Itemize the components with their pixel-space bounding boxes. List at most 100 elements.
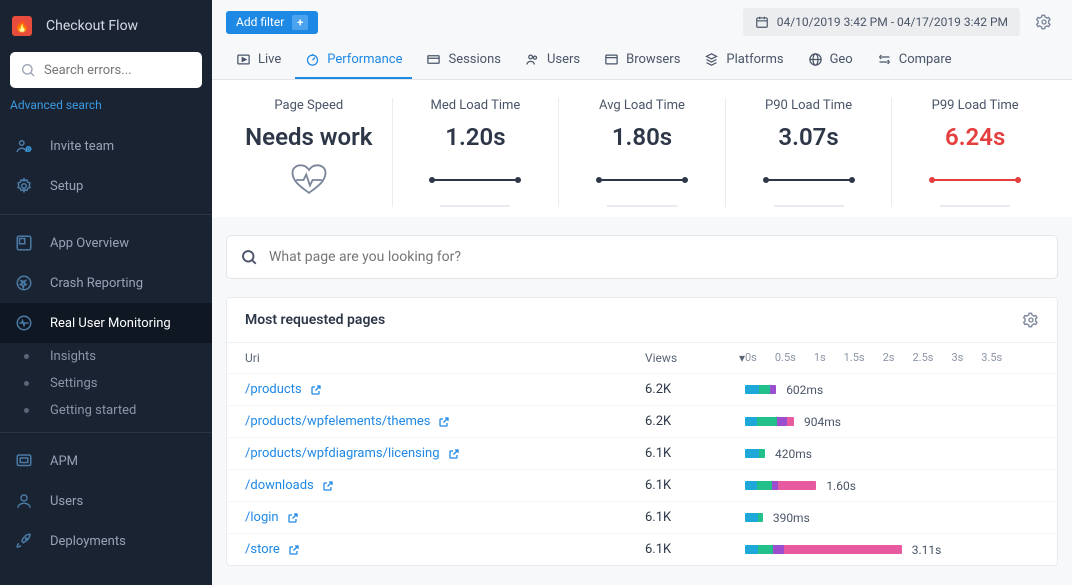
- metric-avg-load-time: Avg Load Time1.80s: [559, 98, 726, 207]
- sidebar: 🔥 Checkout Flow Advanced search Invite t…: [0, 0, 212, 585]
- compare-icon: [877, 52, 892, 67]
- table-row: /products/wpfelements/themes6.2K 904ms: [227, 405, 1057, 437]
- add-filter-button[interactable]: Add filter +: [226, 11, 318, 34]
- tab-users[interactable]: Users: [515, 44, 590, 79]
- sidebar-item-invite-team[interactable]: Invite team: [0, 126, 212, 166]
- tab-performance[interactable]: Performance: [295, 44, 412, 79]
- table-columns: Uri Views ▾ 0s0.5s1s1.5s2s2.5s3s3.5s: [227, 342, 1057, 373]
- table-header: Most requested pages: [227, 298, 1057, 342]
- advanced-search-link[interactable]: Advanced search: [0, 92, 212, 126]
- row-views: 6.1K: [645, 446, 745, 461]
- col-axis: 0s0.5s1s1.5s2s2.5s3s3.5s: [745, 351, 1039, 365]
- external-link-icon: [288, 544, 300, 556]
- sidebar-item-label: Real User Monitoring: [50, 316, 171, 331]
- tab-live[interactable]: Live: [226, 44, 291, 79]
- row-time: 390ms: [773, 511, 810, 525]
- sparkline: [407, 165, 545, 195]
- rocket-icon: [14, 531, 34, 551]
- row-uri-link[interactable]: /products: [245, 382, 645, 397]
- row-time: 1.60s: [826, 479, 856, 493]
- topbar: Add filter + 04/10/2019 3:42 PM - 04/17/…: [212, 0, 1072, 36]
- sparkline: [906, 165, 1044, 195]
- table-row: /products6.2K602ms: [227, 373, 1057, 405]
- apm-icon: [14, 451, 34, 471]
- metric-med-load-time: Med Load Time 1.20s: [393, 98, 560, 207]
- row-uri-link[interactable]: /downloads: [245, 478, 645, 493]
- table-row: /products/wpfdiagrams/licensing6.1K 420ms: [227, 437, 1057, 469]
- search-icon: [240, 248, 258, 266]
- plus-icon: +: [292, 15, 308, 30]
- main-content: Add filter + 04/10/2019 3:42 PM - 04/17/…: [212, 0, 1072, 585]
- table-settings-button[interactable]: [1023, 312, 1039, 328]
- tab-compare[interactable]: Compare: [867, 44, 962, 79]
- external-link-icon: [287, 512, 299, 524]
- row-time: 3.11s: [912, 543, 942, 557]
- sidebar-item-label: Crash Reporting: [50, 276, 143, 291]
- metric-p90-load-time: P90 Load Time3.07s: [726, 98, 893, 207]
- metric-label: Med Load Time: [407, 98, 545, 113]
- metric-value: Needs work: [240, 123, 378, 151]
- invite-team-icon: [14, 136, 34, 156]
- gear-icon: [14, 176, 34, 196]
- sidebar-item-setup[interactable]: Setup: [0, 166, 212, 206]
- row-uri-link[interactable]: /login: [245, 510, 645, 525]
- tabs: LivePerformanceSessionsUsersBrowsersPlat…: [212, 36, 1072, 80]
- sidebar-sub-insights[interactable]: Insights: [0, 343, 212, 370]
- col-views[interactable]: Views ▾: [645, 351, 745, 365]
- sidebar-item-label: Deployments: [50, 534, 126, 549]
- row-uri-link[interactable]: /store: [245, 542, 645, 557]
- external-link-icon: [438, 416, 450, 428]
- row-timing-bar: 420ms: [745, 447, 1039, 461]
- row-timing-bar: 602ms: [745, 383, 1039, 397]
- search-container: [10, 52, 202, 88]
- row-time: 420ms: [775, 447, 812, 461]
- row-uri-link[interactable]: /products/wpfelements/themes: [245, 414, 645, 429]
- app-header: 🔥 Checkout Flow: [0, 0, 212, 52]
- sidebar-item-apm[interactable]: APM: [0, 441, 212, 481]
- sidebar-sub-getting-started[interactable]: Getting started: [0, 397, 212, 424]
- row-views: 6.1K: [645, 542, 745, 557]
- row-timing-bar: 904ms: [745, 415, 1039, 429]
- pages-table: Most requested pages Uri Views ▾ 0s0.5s1…: [226, 297, 1058, 566]
- tab-platforms[interactable]: Platforms: [694, 44, 793, 79]
- sidebar-item-deployments[interactable]: Deployments: [0, 521, 212, 561]
- tab-browsers[interactable]: Browsers: [594, 44, 690, 79]
- row-views: 6.2K: [645, 414, 745, 429]
- sidebar-item-users[interactable]: Users: [0, 481, 212, 521]
- search-icon: [20, 62, 36, 78]
- row-timing-bar: 1.60s: [745, 479, 1039, 493]
- sidebar-item-label: Setup: [50, 179, 83, 194]
- sparkline: [740, 165, 878, 195]
- live-icon: [236, 52, 251, 67]
- app-logo-icon: 🔥: [12, 16, 32, 36]
- tab-geo[interactable]: Geo: [798, 44, 863, 79]
- row-timing-bar: 3.11s: [745, 543, 1039, 557]
- sidebar-item-app-overview[interactable]: App Overview: [0, 223, 212, 263]
- date-range-picker[interactable]: 04/10/2019 3:42 PM - 04/17/2019 3:42 PM: [743, 8, 1020, 36]
- row-time: 904ms: [804, 415, 841, 429]
- metric-p99-load-time: P99 Load Time6.24s: [892, 98, 1058, 207]
- metric-label: Avg Load Time: [573, 98, 711, 113]
- page-search: [226, 235, 1058, 279]
- metrics-row: Page Speed Needs work Med Load Time 1.20s Av…: [212, 80, 1072, 217]
- metric-value: 3.07s: [740, 123, 878, 151]
- sidebar-item-rum[interactable]: Real User Monitoring: [0, 303, 212, 343]
- search-input[interactable]: [10, 52, 202, 88]
- metric-label: Page Speed: [240, 98, 378, 113]
- page-search-input[interactable]: [226, 235, 1058, 279]
- col-uri[interactable]: Uri: [245, 351, 645, 365]
- table-row: /downloads6.1K 1.60s: [227, 469, 1057, 501]
- row-views: 6.1K: [645, 478, 745, 493]
- row-uri-link[interactable]: /products/wpfdiagrams/licensing: [245, 446, 645, 461]
- external-link-icon: [448, 448, 460, 460]
- divider: [0, 214, 212, 215]
- external-link-icon: [322, 480, 334, 492]
- sidebar-sub-settings[interactable]: Settings: [0, 370, 212, 397]
- sidebar-item-crash-reporting[interactable]: Crash Reporting: [0, 263, 212, 303]
- settings-button[interactable]: [1030, 8, 1058, 36]
- metric-page-speed: Page Speed Needs work: [226, 98, 393, 207]
- external-link-icon: [310, 384, 322, 396]
- metric-value: 1.20s: [407, 123, 545, 151]
- tab-sessions[interactable]: Sessions: [416, 44, 511, 79]
- table-title: Most requested pages: [245, 312, 385, 328]
